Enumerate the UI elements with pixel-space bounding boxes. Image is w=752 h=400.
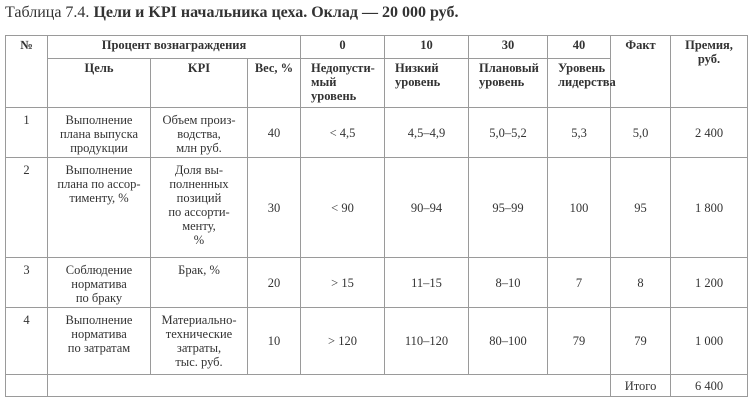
header-cell: № — [5, 35, 48, 108]
header-cell: 0 — [300, 35, 386, 59]
table-cell: 5,0 — [610, 107, 672, 158]
table-cell: Выполнение плана по ассор- тименту, % — [47, 157, 151, 258]
table-row: 1 Выполнение плана выпуска продукции Объем… — [5, 107, 749, 158]
table-cell: 5,0–5,2 — [468, 107, 549, 158]
table-cell: 8–10 — [468, 257, 549, 308]
kpi-table: № Процент вознаграждения 0 10 30 40 Факт Премия… — [5, 35, 749, 397]
table-cell: 1 000 — [670, 307, 749, 375]
table-cell: 1 200 — [670, 257, 749, 308]
table-cell: 11–15 — [384, 257, 470, 308]
header-cell: Низкий уровень — [384, 58, 470, 108]
table-cell: 100 — [547, 157, 612, 258]
table-row: 2 Выполнение плана по ассор- тименту, % До… — [5, 157, 749, 258]
header-cell: Цель — [47, 58, 151, 108]
table-cell: > 120 — [300, 307, 386, 375]
total-cell: 6 400 — [670, 374, 749, 397]
table-cell: 40 — [246, 107, 302, 158]
table-cell: 10 — [246, 307, 302, 375]
table-cell: 2 — [5, 157, 48, 258]
header-cell: 30 — [468, 35, 549, 59]
table-cell: 90–94 — [384, 157, 470, 258]
title-text: Цели и KPI начальника цеха. Оклад — 20 0… — [93, 4, 459, 21]
table-cell: 4,5–4,9 — [384, 107, 470, 158]
table-cell: Объем произ- водства, млн руб. — [150, 107, 248, 158]
header-cell: 10 — [384, 35, 470, 59]
table-cell: Выполнение плана выпуска продукции — [47, 107, 151, 158]
table-cell: 3 — [5, 257, 48, 308]
table-cell: 1 800 — [670, 157, 749, 258]
header-cell: 40 — [547, 35, 612, 59]
table-cell: 30 — [246, 157, 302, 258]
table-cell: 4 — [5, 307, 48, 375]
table-cell: > 15 — [300, 257, 386, 308]
table-cell: 79 — [610, 307, 672, 375]
table-cell: 2 400 — [670, 107, 749, 158]
header-cell: Недопусти- мый уровень — [300, 58, 386, 108]
table-cell: Доля вы- полненных позиций по ассорти- м… — [150, 157, 248, 258]
table-cell: 79 — [547, 307, 612, 375]
title-label: Таблица 7.4. — [5, 4, 90, 21]
title: Таблица 7.4. Цели и KPI начальника цеха.… — [5, 4, 458, 22]
table-cell: < 4,5 — [300, 107, 386, 158]
header-cell: Плановый уровень — [468, 58, 549, 108]
table-row: Цель KPI Вес, % Недопусти- мый уровень Низки… — [6, 58, 748, 108]
table-cell: 95 — [610, 157, 672, 258]
table-cell: Соблюдение норматива по браку — [47, 257, 151, 308]
table-row: 3 Соблюдение норматива по браку Брак, % 20 >… — [5, 257, 749, 308]
table-row: Итого 6 400 — [5, 374, 749, 397]
table-cell: Выполнение норматива по затратам — [47, 307, 151, 375]
table-cell: 5,3 — [547, 107, 612, 158]
table-row: 4 Выполнение норматива по затратам Материа… — [5, 307, 749, 375]
empty-cell — [5, 374, 48, 397]
table-cell: 20 — [246, 257, 302, 308]
header-cell: Факт — [610, 35, 672, 108]
table-cell: Материально- технические затраты, тыс. р… — [150, 307, 248, 375]
table-cell: 1 — [5, 107, 48, 158]
table-cell: 95–99 — [468, 157, 549, 258]
table-cell: 80–100 — [468, 307, 549, 375]
header-cell: Вес, % — [246, 58, 302, 108]
table-cell: Брак, % — [150, 257, 248, 308]
table-cell: < 90 — [300, 157, 386, 258]
header-cell: Премия, руб. — [670, 35, 749, 108]
empty-cell — [46, 374, 612, 397]
header-cell: Уровень лидерства — [547, 58, 616, 108]
table-cell: 7 — [547, 257, 612, 308]
header-cell: Процент вознаграждения — [46, 35, 302, 59]
total-cell: Итого — [610, 374, 672, 397]
table-cell: 8 — [610, 257, 672, 308]
table-row: № Процент вознаграждения 0 10 30 40 Факт Премия… — [5, 35, 749, 108]
header-cell: KPI — [150, 58, 248, 108]
table-cell: 110–120 — [384, 307, 470, 375]
